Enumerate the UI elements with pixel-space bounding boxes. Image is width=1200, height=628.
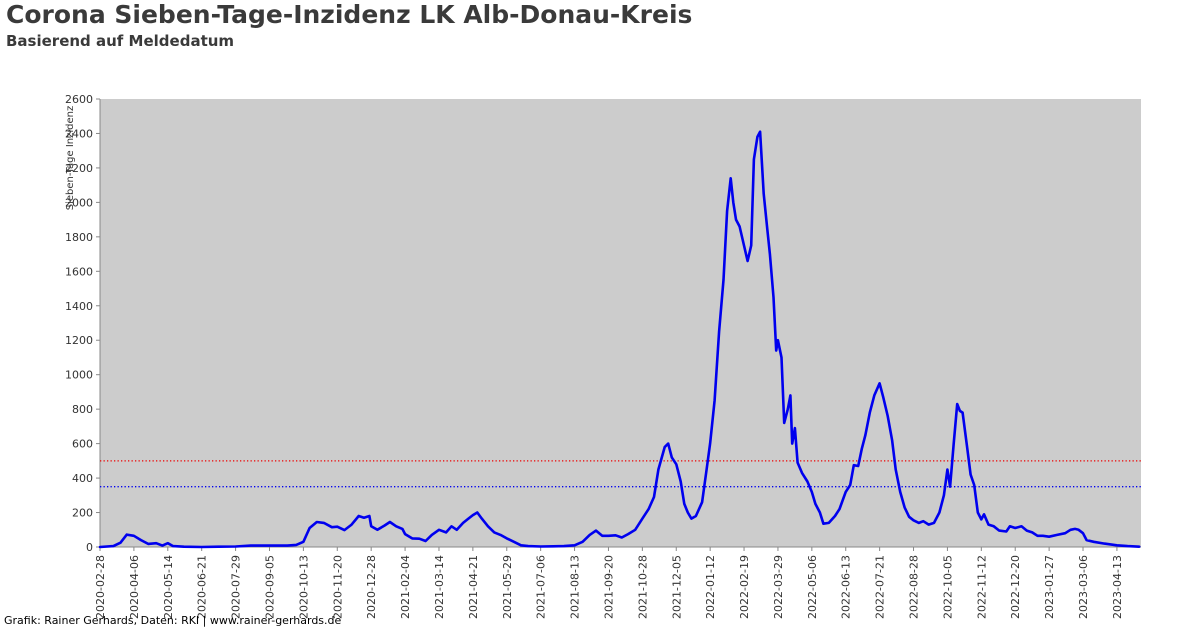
- x-tick-label: 2022-08-28: [908, 555, 921, 619]
- footer-credits: Grafik: Rainer Gerhards, Daten: RKI | ww…: [4, 614, 342, 627]
- y-tick-label: 0: [86, 541, 93, 554]
- x-tick-label: 2021-10-28: [636, 555, 649, 619]
- x-tick-label: 2021-04-21: [467, 555, 480, 619]
- x-tick-label: 2020-12-28: [365, 555, 378, 619]
- y-axis: 0 200 400 600 800 1000 1200 1400 1600 1800 2000 220…: [65, 93, 101, 554]
- x-tick-label: 2022-12-20: [1009, 555, 1022, 619]
- x-tick-label: 2021-12-05: [670, 555, 683, 619]
- x-tick-label: 2020-05-14: [162, 555, 175, 619]
- x-tick-label: 2020-10-13: [297, 555, 310, 619]
- y-tick-label: 600: [72, 438, 93, 451]
- x-tick-label: 2022-06-13: [840, 555, 853, 619]
- x-tick-label: 2020-02-28: [94, 555, 107, 619]
- x-tick-label: 2022-10-05: [941, 555, 954, 619]
- y-axis-label: Sieben-Tage Inzidenz: [65, 106, 76, 210]
- x-tick-label: 2021-07-06: [535, 555, 548, 619]
- y-tick-label: 200: [72, 507, 93, 520]
- x-tick-label: 2022-07-21: [874, 555, 887, 619]
- incidence-series-line: [98, 130, 1141, 549]
- x-tick-label: 2020-11-20: [331, 555, 344, 619]
- y-tick-label: 2200: [65, 162, 93, 175]
- x-tick-label: 2021-02-04: [399, 555, 412, 619]
- x-tick-label: 2021-08-13: [569, 555, 582, 619]
- series-group: [98, 130, 1141, 549]
- y-tick-label: 1800: [65, 231, 93, 244]
- x-tick-label: 2022-02-19: [738, 555, 751, 619]
- y-tick-label: 1000: [65, 369, 93, 382]
- x-tick-label: 2023-04-13: [1111, 555, 1124, 619]
- x-axis: 2020-02-28 2020-04-06 2020-05-14 2020-06-21…: [94, 546, 1141, 619]
- x-tick-label: 2020-09-05: [263, 555, 276, 619]
- y-tick-label: 1600: [65, 265, 93, 278]
- y-tick-label: 400: [72, 472, 93, 485]
- x-tick-label: 2021-05-29: [501, 555, 514, 619]
- y-tick-label: 2600: [65, 93, 93, 106]
- x-tick-label: 2020-06-21: [196, 555, 209, 619]
- x-tick-label: 2022-11-12: [975, 555, 988, 619]
- x-tick-label: 2023-03-06: [1077, 555, 1090, 619]
- y-tick-label: 1400: [65, 300, 93, 313]
- x-tick-label: 2021-09-20: [602, 555, 615, 619]
- x-tick-label: 2020-07-29: [230, 555, 243, 619]
- x-tick-label: 2021-03-14: [433, 555, 446, 619]
- chart-subtitle: Basierend auf Meldedatum: [6, 32, 235, 50]
- x-tick-label: 2023-01-27: [1043, 555, 1056, 619]
- y-tick-label: 2000: [65, 196, 93, 209]
- chart-title: Corona Sieben-Tage-Inzidenz LK Alb-Donau…: [6, 0, 693, 29]
- y-tick-label: 1200: [65, 334, 93, 347]
- y-tick-label: 800: [72, 403, 93, 416]
- x-tick-label: 2022-01-12: [704, 555, 717, 619]
- x-tick-label: 2022-03-29: [772, 555, 785, 619]
- y-tick-label: 2400: [65, 127, 93, 140]
- x-tick-label: 2022-05-06: [806, 555, 819, 619]
- plot-area: [100, 99, 1141, 547]
- x-tick-label: 2020-04-06: [128, 555, 141, 619]
